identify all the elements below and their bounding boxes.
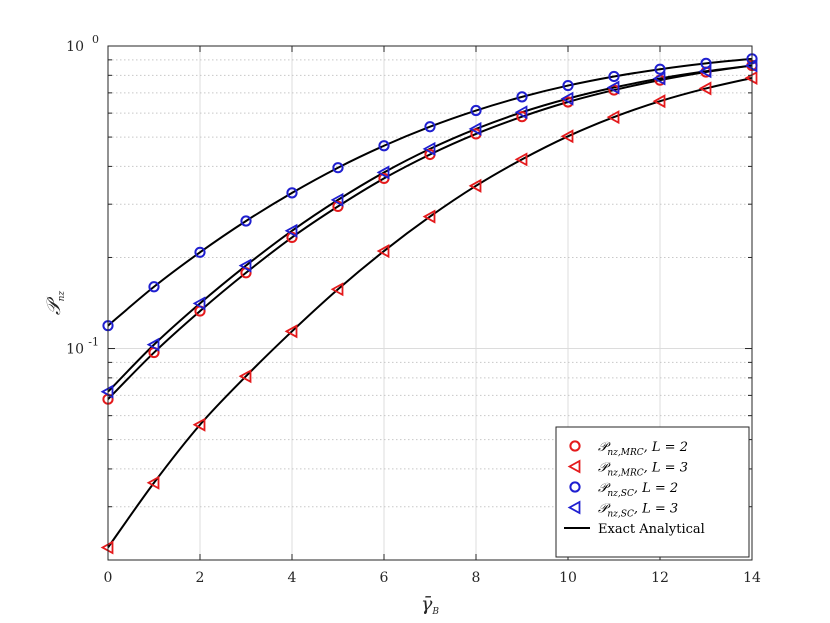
- series-2-point: [422, 209, 436, 224]
- y-tick-label: 10: [66, 39, 84, 55]
- series-3-point: [194, 246, 206, 258]
- y-tick-exponent: -1: [88, 336, 99, 349]
- x-axis-label: γ̄B: [421, 593, 439, 617]
- legend-box: [555, 426, 750, 558]
- series-2-point: [606, 110, 620, 125]
- legend-label-analytical: Exact Analytical: [598, 522, 705, 537]
- x-tick-label: 10: [559, 570, 577, 586]
- series-4-point: [468, 121, 482, 136]
- series-4-point: [652, 71, 666, 86]
- x-tick-label: 6: [380, 570, 389, 586]
- legend-marker-2: [567, 459, 581, 474]
- series-2-point: [146, 475, 160, 490]
- series-4-point: [606, 80, 620, 95]
- series-4-point: [284, 223, 298, 238]
- series-2-point: [238, 369, 252, 384]
- y-tick-label: 10: [66, 342, 84, 358]
- y-axis-label-sub: nz: [57, 291, 67, 302]
- legend-marker-3: [569, 481, 581, 493]
- series-3-point: [608, 70, 620, 83]
- series-3-point: [286, 187, 298, 199]
- series-3-point: [240, 215, 252, 227]
- series-2-point: [376, 244, 390, 259]
- y-tick-labels: 10 -1 10 0: [66, 33, 99, 358]
- series-2-point: [330, 282, 344, 297]
- series-4-point: [238, 258, 252, 273]
- axes: [107, 45, 753, 561]
- x-tick-label: 14: [743, 570, 761, 586]
- y-tick-base: 10: [66, 39, 84, 55]
- series-3-point: [470, 104, 482, 117]
- x-tick-label: 0: [104, 570, 113, 586]
- series-2-point: [284, 324, 298, 339]
- series-4-point: [330, 192, 344, 207]
- series-2-point: [560, 129, 574, 144]
- x-tick-label: 12: [651, 570, 669, 586]
- series-3-point: [562, 79, 574, 92]
- x-axis-label-main: γ̄: [421, 593, 433, 615]
- y-tick-exponent: 0: [92, 33, 99, 46]
- series-4-point: [376, 165, 390, 180]
- series-4-point: [192, 296, 206, 311]
- series-3-point: [424, 121, 436, 133]
- series-4-point: [146, 337, 160, 352]
- axes-box: [107, 45, 753, 561]
- series-3-point: [378, 140, 390, 152]
- legend-marker-1: [569, 440, 581, 452]
- series-2-point: [192, 417, 206, 432]
- x-tick-label: 8: [472, 570, 481, 586]
- series-4-point: [560, 91, 574, 106]
- series-3-point: [332, 162, 344, 174]
- legend-label-3: 𝒫nz,SC, L = 2: [598, 481, 678, 499]
- series-2-point: [698, 81, 712, 96]
- legend-marker-4: [567, 500, 581, 515]
- x-tick-labels: 0 2 4 6 8 10 12 14: [104, 570, 761, 586]
- series-4-point: [514, 105, 528, 120]
- series-3-point: [148, 281, 160, 293]
- x-tick-label: 4: [288, 570, 297, 586]
- analytical-curve-1: [107, 64, 753, 400]
- series-3-point: [654, 63, 666, 75]
- series-2-point: [468, 178, 482, 193]
- series-2-point: [652, 94, 666, 109]
- series-4-point: [698, 64, 712, 79]
- x-tick-label: 2: [196, 570, 205, 586]
- y-tick-base: 10: [66, 342, 84, 358]
- legend-label-1: 𝒫nz,MRC, L = 2: [598, 440, 688, 458]
- series-3-point: [516, 91, 528, 103]
- analytical-curve-3: [107, 57, 753, 327]
- series-4-point: [422, 141, 436, 156]
- x-axis-label-sub: B: [431, 607, 439, 617]
- series-2-point: [514, 152, 528, 167]
